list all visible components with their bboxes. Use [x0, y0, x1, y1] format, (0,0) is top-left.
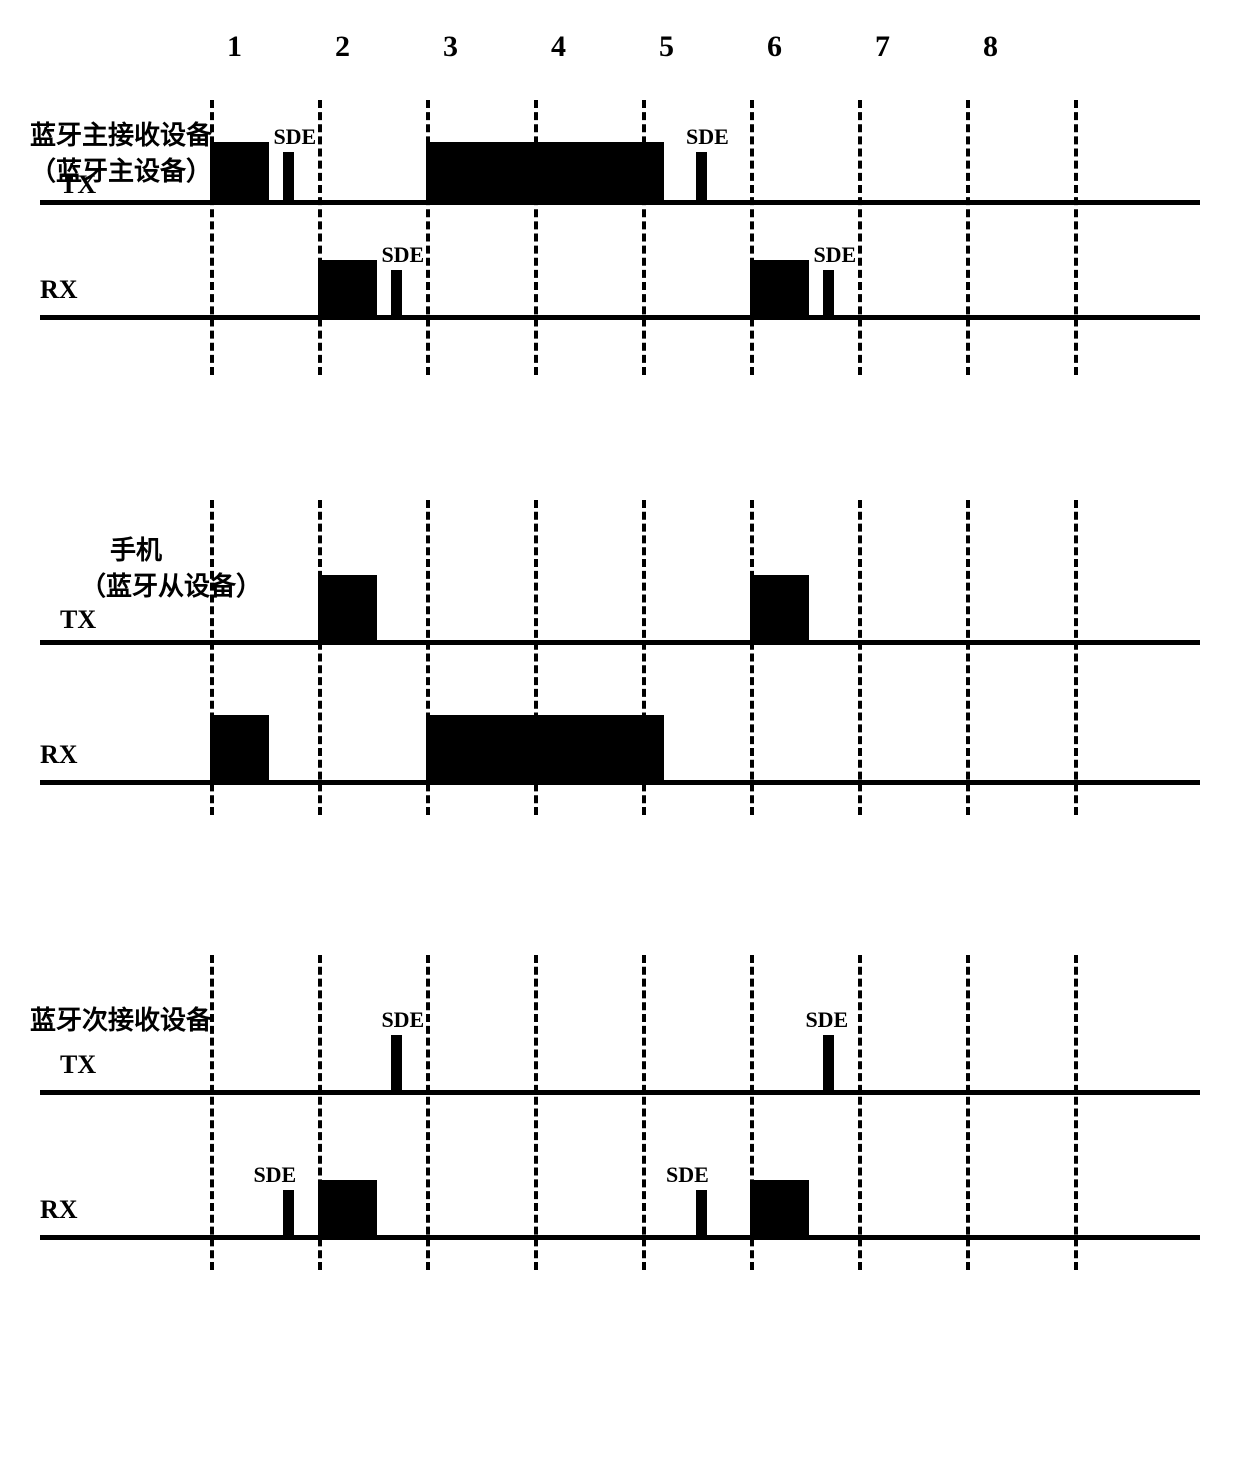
secondary-rx-device-tx-block-1: [823, 1035, 834, 1090]
slot-divider: [858, 955, 862, 1270]
slot-number-2: 2: [335, 30, 350, 64]
phone-device-rx-block-0: [210, 715, 269, 780]
secondary-rx-device-tx-axis: [40, 1090, 1200, 1095]
primary-rx-device-rx-block-0: [318, 260, 377, 315]
slot-divider: [642, 955, 646, 1270]
secondary-rx-device-rx-block-0: [283, 1190, 294, 1235]
slot-divider: [426, 955, 430, 1270]
secondary-rx-device-rx-label: RX: [40, 1195, 78, 1225]
slot-divider: [750, 500, 754, 815]
slot-divider: [1074, 955, 1078, 1270]
phone-device-tx-label: TX: [60, 605, 96, 635]
primary-rx-device-tx-block-0: [210, 142, 269, 200]
phone-device-label-line-0: 手机: [110, 530, 162, 567]
primary-rx-device-tx-sde-label-1: SDE: [273, 124, 316, 150]
phone-device-tx-axis: [40, 640, 1200, 645]
phone-device-tx-block-0: [318, 575, 377, 640]
phone-device-tx-block-1: [750, 575, 809, 640]
secondary-rx-device-tx-sde-label-0: SDE: [381, 1007, 424, 1033]
secondary-rx-device-rx-block-1: [318, 1180, 377, 1235]
primary-rx-device-tx-label: TX: [60, 170, 96, 200]
primary-rx-device-rx-sde-label-1: SDE: [381, 242, 424, 268]
slot-divider: [750, 100, 754, 375]
phone-device-rx-label: RX: [40, 740, 78, 770]
primary-rx-device-rx-label: RX: [40, 275, 78, 305]
primary-rx-device-rx-block-2: [750, 260, 809, 315]
slot-divider: [534, 955, 538, 1270]
secondary-rx-device-tx-label: TX: [60, 1050, 96, 1080]
secondary-rx-device-label-line-0: 蓝牙次接收设备: [30, 1000, 212, 1037]
slot-divider: [858, 500, 862, 815]
slot-divider: [1074, 500, 1078, 815]
primary-rx-device-tx-block-3: [696, 152, 707, 200]
slot-number-4: 4: [551, 30, 566, 64]
phone-device-rx-axis: [40, 780, 1200, 785]
primary-rx-device-label-line-0: 蓝牙主接收设备: [30, 115, 212, 152]
primary-rx-device-rx-axis: [40, 315, 1200, 320]
secondary-rx-device-rx-sde-label-0: SDE: [253, 1162, 296, 1188]
secondary-rx-device-tx-block-0: [391, 1035, 402, 1090]
secondary-rx-device-rx-block-2: [696, 1190, 707, 1235]
slot-divider: [318, 100, 322, 375]
primary-rx-device-rx-block-3: [823, 270, 834, 315]
slot-number-5: 5: [659, 30, 674, 64]
slot-divider: [966, 100, 970, 375]
primary-rx-device-rx-sde-label-3: SDE: [813, 242, 856, 268]
primary-rx-device-tx-block-2: [426, 142, 664, 200]
primary-rx-device-tx-sde-label-3: SDE: [686, 124, 729, 150]
secondary-rx-device-rx-axis: [40, 1235, 1200, 1240]
phone-device-rx-block-1: [426, 715, 664, 780]
slot-divider: [858, 100, 862, 375]
slot-divider: [318, 500, 322, 815]
slot-number-1: 1: [227, 30, 242, 64]
slot-number-8: 8: [983, 30, 998, 64]
primary-rx-device-rx-block-1: [391, 270, 402, 315]
slot-number-6: 6: [767, 30, 782, 64]
slot-divider: [1074, 100, 1078, 375]
slot-number-7: 7: [875, 30, 890, 64]
slot-divider: [966, 500, 970, 815]
primary-rx-device-tx-block-1: [283, 152, 294, 200]
secondary-rx-device-rx-block-3: [750, 1180, 809, 1235]
secondary-rx-device-tx-sde-label-1: SDE: [805, 1007, 848, 1033]
primary-rx-device-label-line-1: （蓝牙主设备）: [30, 151, 212, 188]
slot-divider: [966, 955, 970, 1270]
primary-rx-device-tx-axis: [40, 200, 1200, 205]
secondary-rx-device-rx-sde-label-2: SDE: [666, 1162, 709, 1188]
slot-number-3: 3: [443, 30, 458, 64]
phone-device-label-line-1: （蓝牙从设备）: [80, 566, 262, 603]
timing-diagram-canvas: 12345678蓝牙主接收设备（蓝牙主设备）TXSDESDERXSDESDE手机…: [0, 0, 1240, 1472]
